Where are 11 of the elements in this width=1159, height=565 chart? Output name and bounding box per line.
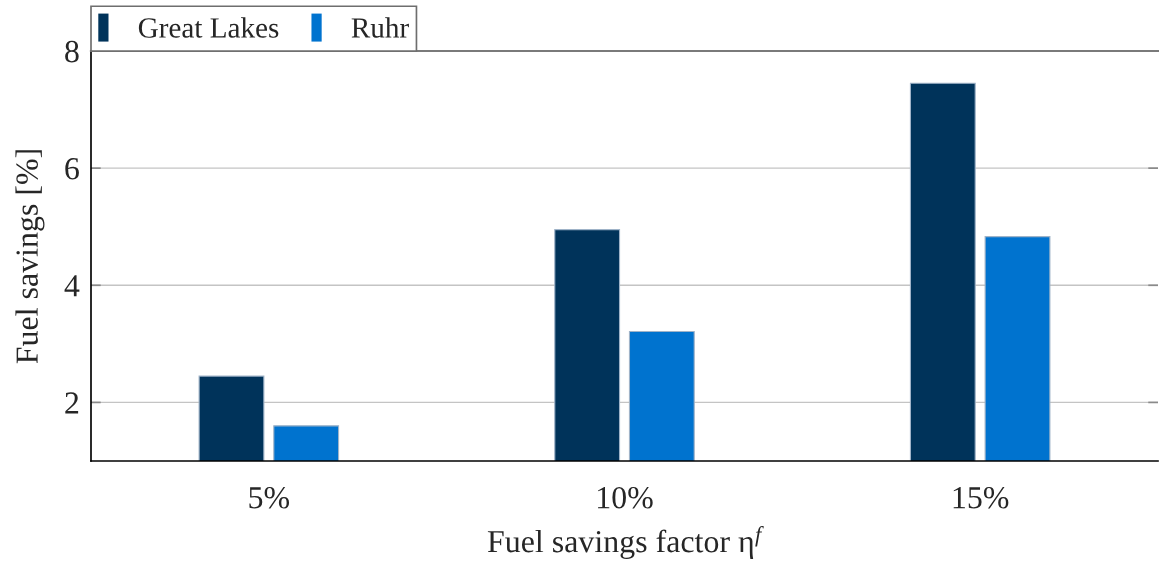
x-tick-label: 15% (953, 486, 1009, 509)
y-tick-label: 8 (65, 40, 79, 63)
y-axis-title: Fuel savings [%] (15, 150, 45, 364)
y-tick-label: 2 (65, 392, 79, 414)
y-tick-label: 4 (64, 275, 80, 297)
y-tick-label: 6 (65, 158, 79, 180)
x-tick-label: 10% (598, 486, 653, 509)
legend-label: Ruhr (351, 17, 409, 38)
x-tick-label: 5% (249, 486, 290, 509)
legend-label: Great Lakes (138, 17, 279, 38)
x-axis-title: Fuel savings factor η$^{f}$ (487, 526, 764, 559)
